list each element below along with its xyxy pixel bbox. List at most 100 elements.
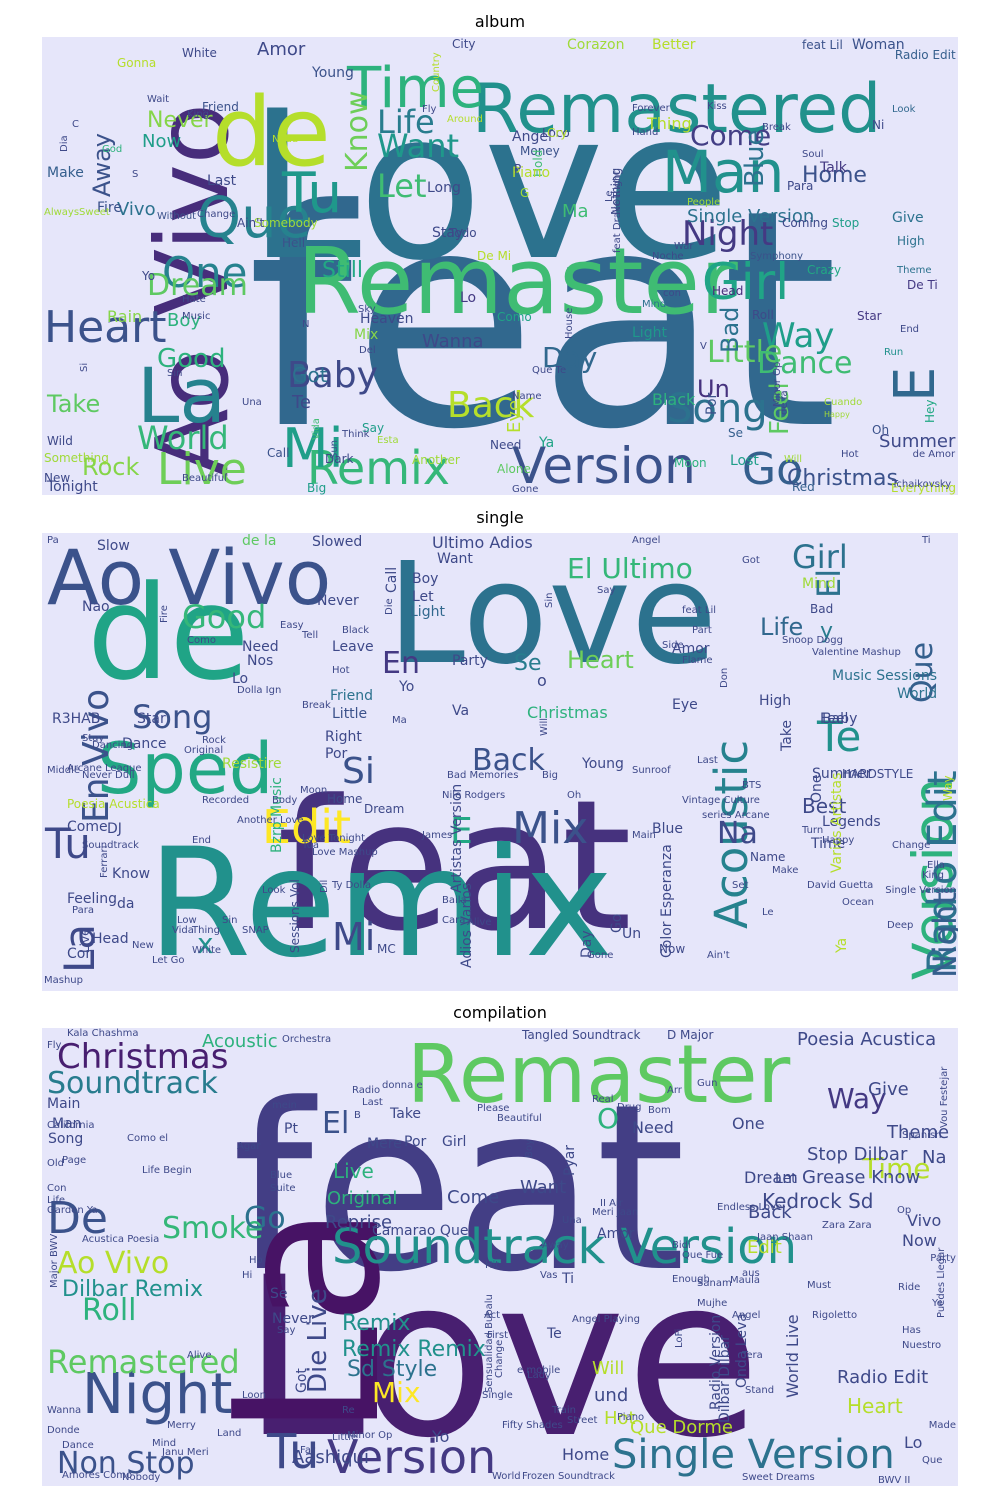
word-sensualidad-bubalu: Sensualidad Bubalu [484, 1294, 495, 1393]
word-e: E [450, 811, 473, 852]
word-never-dull: Never Dull [82, 770, 135, 781]
word-de-ti: De Ti [907, 278, 938, 292]
word-page: Page [62, 1155, 86, 1166]
word-remastered: Remastered [472, 70, 881, 149]
word-c: C [72, 119, 79, 130]
word-money: Money [520, 144, 560, 158]
word-donde: Donde [47, 1425, 80, 1436]
word-song: Song [667, 386, 768, 432]
word-slow: Slow [97, 538, 130, 554]
word-bwv-ii: BWV II [878, 1475, 910, 1486]
word-life: Life [760, 613, 803, 641]
word-el-ultimo: El Ultimo [567, 552, 693, 585]
word-without: Without [157, 211, 196, 222]
word-sweet-dreams: Sweet Dreams [742, 1472, 815, 1483]
word-varios-artistas: Varios Artistas [829, 773, 845, 873]
word-friend: Friend [330, 688, 373, 704]
word-will: Will [592, 1358, 624, 1379]
word-good: Good [157, 344, 225, 374]
panel-title-compilation: compilation [453, 1003, 547, 1022]
word-moon: Moon [674, 456, 707, 470]
word-beautiful: Beautiful [182, 473, 227, 484]
word-make: Make [772, 865, 798, 876]
word-day: Day [542, 341, 597, 374]
word-que-te: Que Te [532, 365, 566, 376]
word-feel: Feel [820, 711, 848, 727]
word-adios-varios: Adios Varios [459, 883, 475, 968]
word-body: Body [272, 795, 297, 806]
word-r3hab: R3HAB [52, 711, 100, 727]
word-ella: Ella [927, 860, 945, 871]
word-life: Life [377, 103, 435, 141]
word-has: Has [902, 1325, 921, 1336]
word-far: Far [300, 1445, 316, 1456]
word-song: Song [132, 698, 212, 736]
word-city: City [452, 37, 476, 51]
word-se: Se [728, 426, 743, 440]
word-dil: Dil [319, 880, 330, 893]
word-summer: Summer [879, 431, 956, 452]
word-lost: Lost [730, 453, 759, 469]
word-radio: Radio [352, 1085, 380, 1096]
word-e: E [883, 367, 948, 402]
word-amor: Amor [672, 641, 710, 657]
word-love: Love [247, 68, 730, 306]
word-god: God [102, 144, 122, 155]
word-feat-drake: feat Drake [612, 201, 623, 253]
word-dance: Dance [62, 1440, 94, 1451]
word-now: Now [142, 131, 181, 152]
word-minor-op: Minor Op [772, 362, 783, 407]
word-dark: Dark [325, 452, 354, 466]
word-time: Time [861, 1152, 931, 1185]
word-change: Change [494, 1340, 505, 1378]
word-set: Set [732, 880, 749, 891]
word-now: Now [902, 1231, 937, 1250]
word-king: King [922, 870, 944, 881]
word-en: En [382, 646, 420, 681]
word-middle: Middle [47, 765, 80, 776]
word-zara-zara: Zara Zara [822, 1220, 872, 1231]
word-se: Se [514, 651, 542, 676]
word-wanna: Wanna [422, 331, 484, 352]
word-let: Let [412, 589, 434, 605]
word-let-go: Let Go [152, 955, 185, 966]
word-feat: feat [232, 1056, 686, 1323]
word-aashiqui: Aashiqui [292, 1447, 369, 1468]
word-fly: Fly [47, 1040, 62, 1051]
word-como: Como [497, 310, 532, 324]
word-must: Must [807, 1280, 831, 1291]
word-need: Need [242, 639, 279, 655]
word-sanam: Sanam [697, 1278, 732, 1289]
word-something: Something [44, 451, 109, 465]
word-music-sessions: Music Sessions [832, 668, 937, 684]
word-will: Will [539, 718, 550, 736]
word-da: da [117, 896, 134, 912]
word-ultimo-adios: Ultimo Adios [432, 533, 533, 552]
word-say: Say [362, 421, 384, 435]
word-tera: Tera [741, 1350, 763, 1361]
word-young: Young [311, 65, 354, 81]
word-big: Big [542, 770, 558, 781]
word-feat: feat [247, 146, 839, 495]
word-fire: Fire [159, 605, 170, 623]
word-head: Head [92, 931, 129, 947]
word-puedes-llegar: Puedes Llegar [936, 1247, 947, 1318]
word-summer: Summer [812, 766, 872, 782]
word-merry: Merry [167, 1420, 196, 1431]
word-vivo: Vivo [907, 1211, 941, 1230]
word-night: Night [682, 214, 773, 254]
word-house: House [564, 308, 575, 339]
word-stop-dilbar: Stop Dilbar [807, 1144, 908, 1165]
word-amores-como: Amores Como [62, 1470, 132, 1481]
word-little: Little [332, 706, 367, 722]
word-come: Come [690, 119, 771, 152]
word-alwayssweet: AlwaysSweet [44, 207, 110, 218]
word-black: Black [342, 625, 369, 636]
word-woman: Woman [852, 37, 905, 53]
word-n: N [302, 319, 309, 330]
word-live: Live [333, 1159, 374, 1183]
word-low: Low [177, 915, 197, 926]
word-give: Give [868, 1079, 909, 1100]
word-know: Know [340, 90, 375, 172]
word-gone: Gone [587, 950, 613, 961]
